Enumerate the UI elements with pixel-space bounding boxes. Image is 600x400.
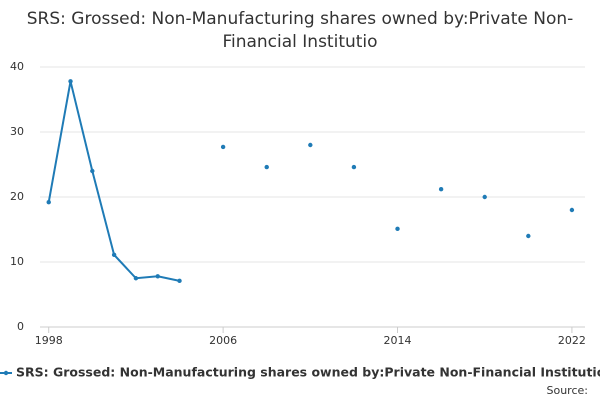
point: [68, 79, 73, 84]
point: [220, 144, 226, 150]
point: [133, 276, 139, 281]
point: [264, 164, 269, 170]
y-tick-label: 0: [17, 320, 24, 333]
point: [395, 226, 400, 232]
point: [111, 252, 117, 258]
x-tick-label: 2014: [384, 334, 412, 347]
series-line: [49, 81, 572, 281]
legend-dot: [3, 370, 9, 376]
source: Source:: [547, 384, 589, 397]
legend-label: SRS: Grossed: Non-Manufacturing shares o…: [16, 365, 600, 380]
y-tick-label: 10: [10, 255, 24, 268]
x-tick-label: 2006: [209, 334, 237, 347]
chart-title: SRS: Grossed: Non-Manufacturing shares o…: [26, 9, 574, 52]
point: [526, 233, 531, 239]
y-tick-label: 40: [10, 60, 24, 73]
point: [46, 200, 51, 205]
point: [569, 207, 575, 213]
x-tick-label: 1998: [35, 334, 63, 347]
x-tick-label: 2022: [558, 334, 586, 347]
point: [90, 168, 95, 174]
y-tick-label: 30: [10, 125, 24, 138]
point: [438, 187, 444, 192]
y-tick-label: 20: [10, 190, 24, 203]
point: [155, 274, 160, 279]
point: [482, 194, 487, 200]
point: [177, 278, 182, 284]
point: [351, 164, 357, 170]
point: [308, 142, 313, 148]
